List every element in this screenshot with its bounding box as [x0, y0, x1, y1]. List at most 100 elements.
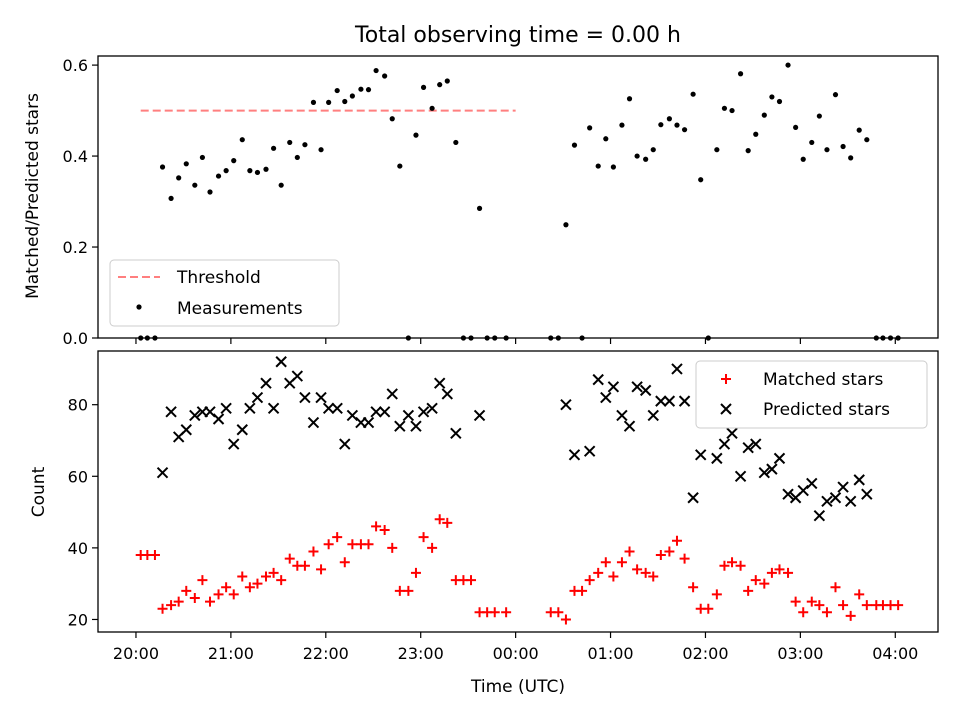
ratio-panel: Matched/Predicted stars 0.0 0.2 0.4 0.6 Thr… — [23, 55, 939, 348]
predicted-star-point — [473, 409, 486, 422]
measurement-point — [776, 98, 783, 105]
measurement-point — [349, 93, 355, 99]
predicted-star-point — [212, 413, 225, 425]
matched-star-point — [466, 575, 477, 586]
measurement-point — [326, 99, 332, 105]
measurement-point — [168, 195, 174, 201]
count-y-axis-label: Count — [29, 466, 49, 517]
y-tick-label: 80 — [68, 396, 88, 415]
x-tick-label: 02:00 — [682, 644, 728, 663]
measurement-point — [856, 127, 862, 133]
predicted-star-point — [821, 495, 833, 508]
count-legend: Matched stars Predicted stars — [695, 360, 928, 429]
predicted-star-point — [711, 452, 723, 465]
predicted-star-point — [244, 402, 256, 414]
matched-star-point — [750, 575, 761, 586]
matched-star-point — [173, 596, 184, 607]
matched-star-point — [237, 571, 248, 582]
predicted-star-point — [844, 495, 857, 508]
matched-star-point — [347, 539, 358, 550]
measurement-point — [373, 67, 379, 74]
predicted-star-point — [402, 409, 415, 422]
measurement-point — [793, 124, 799, 131]
measurement-point — [595, 163, 601, 169]
measurement-point — [278, 182, 284, 188]
measurement-point — [389, 116, 395, 122]
count-plot-frame — [97, 350, 939, 633]
measurement-point — [310, 99, 317, 105]
matched-star-point — [379, 524, 390, 535]
predicted-star-point — [750, 438, 762, 450]
predicted-star-point — [339, 438, 351, 450]
x-tick-label: 23:00 — [398, 644, 444, 663]
matched-star-point — [228, 589, 239, 600]
predicted-star-point — [583, 445, 596, 457]
measurement-point — [745, 148, 751, 154]
ratio-y-ticks: 0.0 0.2 0.4 0.6 — [63, 56, 98, 348]
measurement-point — [824, 147, 830, 153]
predicted-star-point — [426, 402, 438, 414]
predicted-star-point — [315, 391, 327, 404]
matched-star-point — [711, 589, 722, 600]
matched-star-point — [584, 575, 595, 586]
measurement-point — [666, 116, 672, 122]
matched-star-point — [688, 582, 699, 593]
matched-star-point — [371, 521, 382, 532]
matched-star-point — [577, 585, 588, 596]
measurement-legend-label: Measurements — [177, 299, 303, 319]
predicted-star-point — [861, 488, 873, 500]
matched-star-point — [640, 567, 651, 578]
predicted-star-point — [671, 363, 683, 375]
measurement-point — [159, 164, 166, 170]
measurement-point — [358, 86, 364, 92]
predicted-star-point — [236, 424, 248, 436]
measurement-point — [610, 164, 616, 170]
matched-star-point — [189, 592, 200, 603]
count-x-ticks: 20:00 21:00 22:00 23:00 00:00 01:00 02:00 03:00… — [113, 632, 918, 663]
predicted-star-point — [275, 356, 287, 368]
matched-star-point — [632, 564, 643, 575]
predicted-star-point — [592, 373, 604, 386]
matched-star-point — [821, 607, 832, 618]
matched-star-point — [489, 607, 500, 618]
measurement-point — [571, 142, 578, 148]
predicted-star-point — [600, 391, 612, 404]
predicted-star-point — [607, 381, 620, 393]
predicted-star-point — [639, 384, 652, 397]
matched-legend-marker — [721, 374, 731, 384]
measurement-point — [800, 156, 806, 162]
predicted-star-point — [322, 402, 335, 414]
predicted-star-point — [299, 391, 311, 404]
measurement-point — [840, 143, 846, 150]
matched-star-point — [442, 517, 453, 528]
predicted-star-point — [829, 492, 842, 504]
x-tick-label: 22:00 — [303, 644, 349, 663]
predicted-star-point — [560, 398, 572, 411]
measurement-point — [176, 175, 182, 181]
predicted-star-point — [441, 388, 453, 400]
measurement-point — [302, 142, 308, 148]
predicted-star-point — [331, 402, 343, 414]
matched-star-point — [861, 600, 872, 611]
measurement-point — [626, 96, 633, 102]
measurement-point — [681, 127, 688, 133]
predicted-star-point — [742, 441, 754, 454]
matched-star-point — [727, 557, 738, 568]
measurement-point — [809, 139, 815, 146]
predicted-star-point — [734, 470, 747, 482]
matched-star-point — [221, 582, 232, 593]
predicted-star-point — [189, 409, 201, 422]
predicted-star-point — [251, 391, 264, 404]
predicted-legend-marker — [720, 403, 732, 415]
measurement-point — [761, 112, 767, 118]
predicted-star-point — [362, 416, 375, 429]
measurement-point — [397, 163, 403, 169]
measurement-legend-marker — [136, 304, 142, 310]
matched-star-point — [766, 567, 777, 578]
y-tick-label: 40 — [68, 539, 88, 558]
measurement-point — [714, 147, 720, 153]
predicted-star-point — [623, 420, 636, 432]
matched-star-point — [616, 557, 627, 568]
measurement-point — [444, 78, 450, 84]
